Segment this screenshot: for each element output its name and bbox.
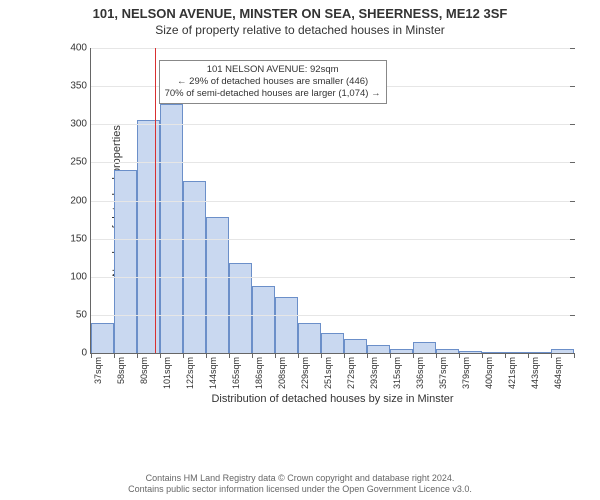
x-tick-label: 37sqm — [93, 357, 103, 384]
y-tick-label: 50 — [76, 309, 91, 320]
y-tick-mark — [570, 239, 575, 240]
x-tick-mark — [91, 353, 92, 358]
x-tick-label: 379sqm — [461, 357, 471, 389]
x-tick-mark — [528, 353, 529, 358]
x-tick-mark — [459, 353, 460, 358]
y-tick-label: 250 — [70, 157, 91, 168]
histogram-bar — [482, 352, 505, 353]
chart-title-sub: Size of property relative to detached ho… — [0, 23, 600, 37]
reference-marker-line — [155, 48, 156, 353]
x-tick-mark — [160, 353, 161, 358]
y-tick-mark — [570, 124, 575, 125]
grid-line — [91, 315, 574, 316]
plot-area: Number of detached properties Distributi… — [90, 48, 574, 354]
histogram-bar — [344, 339, 367, 353]
y-tick-mark — [570, 48, 575, 49]
histogram-bar — [390, 349, 413, 353]
annotation-line: ← 29% of detached houses are smaller (44… — [165, 76, 381, 88]
y-tick-label: 100 — [70, 271, 91, 282]
annotation-line: 101 NELSON AVENUE: 92sqm — [165, 64, 381, 76]
grid-line — [91, 48, 574, 49]
x-tick-label: 400sqm — [484, 357, 494, 389]
x-tick-mark — [344, 353, 345, 358]
histogram-bar — [183, 181, 206, 353]
x-tick-label: 336sqm — [415, 357, 425, 389]
x-tick-mark — [551, 353, 552, 358]
histogram-bar — [137, 120, 160, 353]
x-tick-label: 251sqm — [323, 357, 333, 389]
grid-line — [91, 201, 574, 202]
x-tick-mark — [505, 353, 506, 358]
x-axis-label: Distribution of detached houses by size … — [91, 393, 574, 405]
histogram-bar — [252, 286, 275, 353]
chart-title-block: 101, NELSON AVENUE, MINSTER ON SEA, SHEE… — [0, 0, 600, 37]
y-tick-label: 200 — [70, 195, 91, 206]
histogram-bar — [206, 217, 229, 353]
annotation-line: 70% of semi-detached houses are larger (… — [165, 88, 381, 100]
histogram-bar — [298, 323, 321, 354]
x-tick-mark — [574, 353, 575, 358]
x-tick-mark — [436, 353, 437, 358]
chart-title-main: 101, NELSON AVENUE, MINSTER ON SEA, SHEE… — [0, 6, 600, 21]
y-tick-mark — [570, 315, 575, 316]
x-tick-mark — [206, 353, 207, 358]
histogram-bar — [91, 323, 114, 354]
x-tick-label: 272sqm — [346, 357, 356, 389]
x-tick-mark — [183, 353, 184, 358]
x-tick-mark — [321, 353, 322, 358]
y-tick-label: 150 — [70, 233, 91, 244]
histogram-bar — [275, 297, 298, 353]
x-tick-label: 122sqm — [185, 357, 195, 389]
y-tick-label: 350 — [70, 81, 91, 92]
grid-line — [91, 277, 574, 278]
footer-line-1: Contains HM Land Registry data © Crown c… — [0, 473, 600, 485]
annotation-callout: 101 NELSON AVENUE: 92sqm← 29% of detache… — [159, 60, 387, 104]
x-tick-label: 208sqm — [277, 357, 287, 389]
x-tick-label: 229sqm — [300, 357, 310, 389]
x-tick-label: 80sqm — [139, 357, 149, 384]
x-tick-label: 165sqm — [231, 357, 241, 389]
x-tick-mark — [413, 353, 414, 358]
x-tick-label: 421sqm — [507, 357, 517, 389]
chart-container: Number of detached properties Distributi… — [54, 48, 574, 404]
footer-attribution: Contains HM Land Registry data © Crown c… — [0, 473, 600, 496]
y-tick-mark — [570, 86, 575, 87]
y-tick-label: 0 — [81, 348, 91, 359]
x-tick-mark — [367, 353, 368, 358]
x-tick-label: 357sqm — [438, 357, 448, 389]
histogram-bar — [505, 352, 528, 353]
y-tick-label: 300 — [70, 119, 91, 130]
x-tick-label: 464sqm — [553, 357, 563, 389]
grid-line — [91, 162, 574, 163]
x-tick-label: 101sqm — [162, 357, 172, 389]
histogram-bar — [114, 170, 137, 353]
x-tick-label: 315sqm — [392, 357, 402, 389]
footer-line-2: Contains public sector information licen… — [0, 484, 600, 496]
y-tick-mark — [570, 201, 575, 202]
y-tick-label: 400 — [70, 43, 91, 54]
histogram-bar — [367, 345, 390, 353]
y-tick-mark — [570, 162, 575, 163]
x-tick-label: 58sqm — [116, 357, 126, 384]
x-tick-mark — [229, 353, 230, 358]
histogram-bar — [528, 352, 551, 353]
x-tick-label: 186sqm — [254, 357, 264, 389]
x-tick-mark — [482, 353, 483, 358]
x-tick-mark — [390, 353, 391, 358]
x-tick-mark — [298, 353, 299, 358]
x-tick-mark — [275, 353, 276, 358]
histogram-bar — [413, 342, 436, 353]
x-tick-label: 443sqm — [530, 357, 540, 389]
x-tick-mark — [137, 353, 138, 358]
x-tick-label: 293sqm — [369, 357, 379, 389]
histogram-bar — [321, 333, 344, 353]
x-tick-mark — [252, 353, 253, 358]
grid-line — [91, 239, 574, 240]
x-tick-mark — [114, 353, 115, 358]
grid-line — [91, 124, 574, 125]
histogram-bar — [459, 351, 482, 353]
x-tick-label: 144sqm — [208, 357, 218, 389]
y-tick-mark — [570, 277, 575, 278]
histogram-bar — [436, 349, 459, 353]
